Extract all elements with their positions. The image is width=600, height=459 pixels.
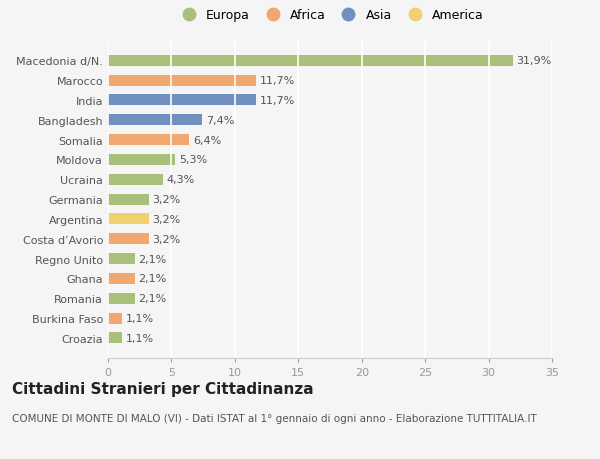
Bar [108, 95, 256, 106]
Text: 7,4%: 7,4% [206, 116, 234, 125]
Bar [108, 313, 122, 324]
Bar [108, 75, 256, 86]
Text: 1,1%: 1,1% [126, 333, 154, 343]
Bar [108, 253, 134, 264]
Text: 31,9%: 31,9% [517, 56, 552, 66]
Text: 2,1%: 2,1% [139, 254, 167, 264]
Bar [108, 155, 175, 166]
Text: 11,7%: 11,7% [260, 96, 295, 106]
Text: 3,2%: 3,2% [152, 234, 181, 244]
Bar [108, 234, 149, 245]
Text: 1,1%: 1,1% [126, 313, 154, 324]
Bar [108, 115, 202, 126]
Text: 3,2%: 3,2% [152, 214, 181, 224]
Text: 2,1%: 2,1% [139, 294, 167, 303]
Text: 4,3%: 4,3% [166, 175, 194, 185]
Text: 2,1%: 2,1% [139, 274, 167, 284]
Text: 5,3%: 5,3% [179, 155, 207, 165]
Bar [108, 293, 134, 304]
Text: 6,4%: 6,4% [193, 135, 221, 146]
Bar [108, 56, 512, 67]
Bar [108, 214, 149, 225]
Text: COMUNE DI MONTE DI MALO (VI) - Dati ISTAT al 1° gennaio di ogni anno - Elaborazi: COMUNE DI MONTE DI MALO (VI) - Dati ISTA… [12, 413, 537, 423]
Bar [108, 135, 189, 146]
Text: Cittadini Stranieri per Cittadinanza: Cittadini Stranieri per Cittadinanza [12, 381, 314, 396]
Bar [108, 174, 163, 185]
Text: 3,2%: 3,2% [152, 195, 181, 205]
Bar [108, 274, 134, 284]
Text: 11,7%: 11,7% [260, 76, 295, 86]
Bar [108, 194, 149, 205]
Bar [108, 333, 122, 344]
Legend: Europa, Africa, Asia, America: Europa, Africa, Asia, America [173, 6, 487, 24]
